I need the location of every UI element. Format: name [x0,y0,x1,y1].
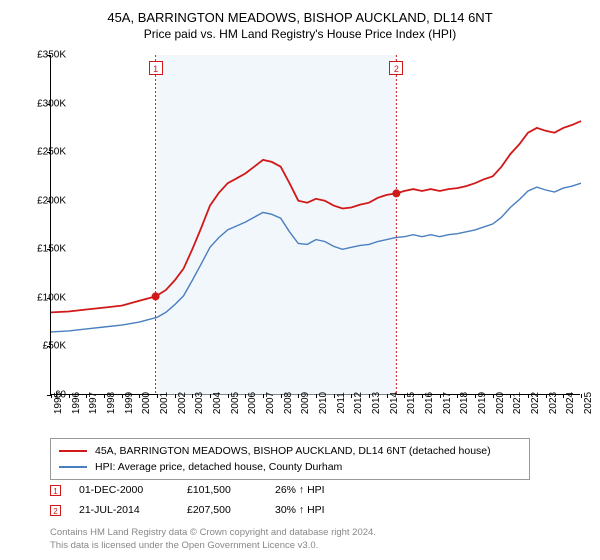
x-axis-tick-label: 2006 [247,392,258,414]
x-axis-tick-label: 2008 [283,392,294,414]
legend: 45A, BARRINGTON MEADOWS, BISHOP AUCKLAND… [50,438,530,480]
x-axis-tick-label: 2020 [495,392,506,414]
x-axis-tick-label: 2003 [194,392,205,414]
x-axis-tick-label: 2014 [389,392,400,414]
x-axis-tick-label: 2021 [512,392,523,414]
transaction-row: 1 01-DEC-2000 £101,500 26% ↑ HPI [50,480,325,500]
chart-subtitle: Price paid vs. HM Land Registry's House … [0,27,600,41]
chart-svg [51,55,580,394]
x-axis-tick-label: 2016 [424,392,435,414]
transaction-delta: 30% ↑ HPI [275,504,325,516]
transaction-delta: 26% ↑ HPI [275,484,325,496]
x-axis-tick-label: 2019 [477,392,488,414]
y-axis-tick-label: £100K [37,292,66,303]
x-axis-tick-label: 2002 [177,392,188,414]
x-axis-tick-label: 2025 [583,392,594,414]
x-axis-tick-label: 1999 [124,392,135,414]
x-axis-tick-label: 2004 [212,392,223,414]
x-axis-tick-label: 2000 [141,392,152,414]
x-axis-tick-label: 1995 [53,392,64,414]
legend-row-property: 45A, BARRINGTON MEADOWS, BISHOP AUCKLAND… [59,443,521,459]
x-axis-tick-label: 1998 [106,392,117,414]
x-axis-tick-label: 2018 [459,392,470,414]
y-axis-tick-label: £150K [37,244,66,255]
footer-line: This data is licensed under the Open Gov… [50,540,376,552]
transaction-date: 21-JUL-2014 [79,504,169,516]
x-axis-tick-label: 2005 [230,392,241,414]
x-axis-tick-label: 2012 [353,392,364,414]
x-axis-tick-label: 2017 [442,392,453,414]
transaction-price: £207,500 [187,504,257,516]
x-axis-tick-label: 2015 [406,392,417,414]
x-axis-tick-label: 2009 [300,392,311,414]
chart-plot-area: 12 [50,55,580,395]
transaction-list: 1 01-DEC-2000 £101,500 26% ↑ HPI 2 21-JU… [50,480,325,520]
y-axis-tick-label: £250K [37,147,66,158]
legend-label-property: 45A, BARRINGTON MEADOWS, BISHOP AUCKLAND… [95,445,491,457]
transaction-marker: 1 [50,485,61,496]
x-axis-tick-label: 2024 [565,392,576,414]
chart-title: 45A, BARRINGTON MEADOWS, BISHOP AUCKLAND… [0,10,600,25]
chart-marker-box: 2 [389,61,403,75]
x-axis-tick-label: 2023 [548,392,559,414]
transaction-row: 2 21-JUL-2014 £207,500 30% ↑ HPI [50,500,325,520]
x-axis-tick-label: 2001 [159,392,170,414]
y-axis-tick-label: £200K [37,195,66,206]
x-axis-tick-label: 2007 [265,392,276,414]
chart-marker-box: 1 [149,61,163,75]
legend-label-hpi: HPI: Average price, detached house, Coun… [95,461,342,473]
transaction-marker: 2 [50,505,61,516]
x-axis-tick-label: 2011 [336,392,347,414]
y-axis-tick-label: £300K [37,98,66,109]
legend-swatch-hpi [59,466,87,468]
legend-swatch-property [59,450,87,452]
transaction-price: £101,500 [187,484,257,496]
x-axis-tick-label: 2022 [530,392,541,414]
legend-row-hpi: HPI: Average price, detached house, Coun… [59,459,521,475]
y-axis-tick-label: £350K [37,50,66,61]
y-axis-tick-label: £50K [43,341,66,352]
x-axis-tick-label: 2013 [371,392,382,414]
x-axis-tick-label: 2010 [318,392,329,414]
footer-attribution: Contains HM Land Registry data © Crown c… [50,527,376,552]
x-axis-tick-label: 1996 [71,392,82,414]
x-axis-tick-label: 1997 [88,392,99,414]
chart-title-block: 45A, BARRINGTON MEADOWS, BISHOP AUCKLAND… [0,0,600,41]
footer-line: Contains HM Land Registry data © Crown c… [50,527,376,539]
transaction-date: 01-DEC-2000 [79,484,169,496]
